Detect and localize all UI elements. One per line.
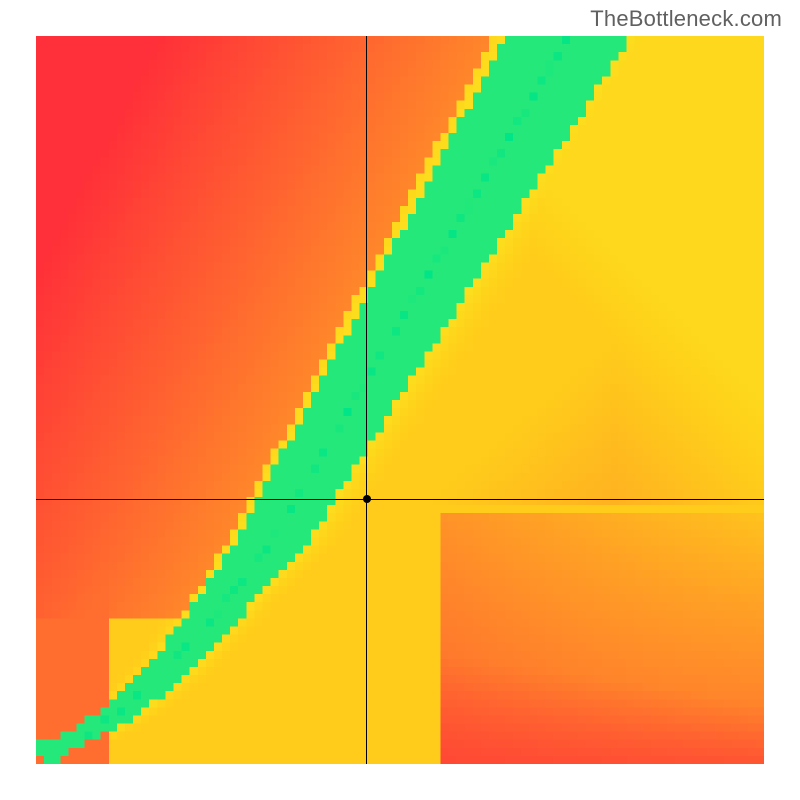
heatmap-canvas <box>36 36 764 764</box>
watermark-text: TheBottleneck.com <box>590 6 782 32</box>
crosshair-horizontal <box>36 499 764 500</box>
crosshair-marker-dot <box>363 495 371 503</box>
crosshair-vertical <box>366 36 367 764</box>
heatmap-plot-area <box>36 36 764 764</box>
chart-container: TheBottleneck.com <box>0 0 800 800</box>
